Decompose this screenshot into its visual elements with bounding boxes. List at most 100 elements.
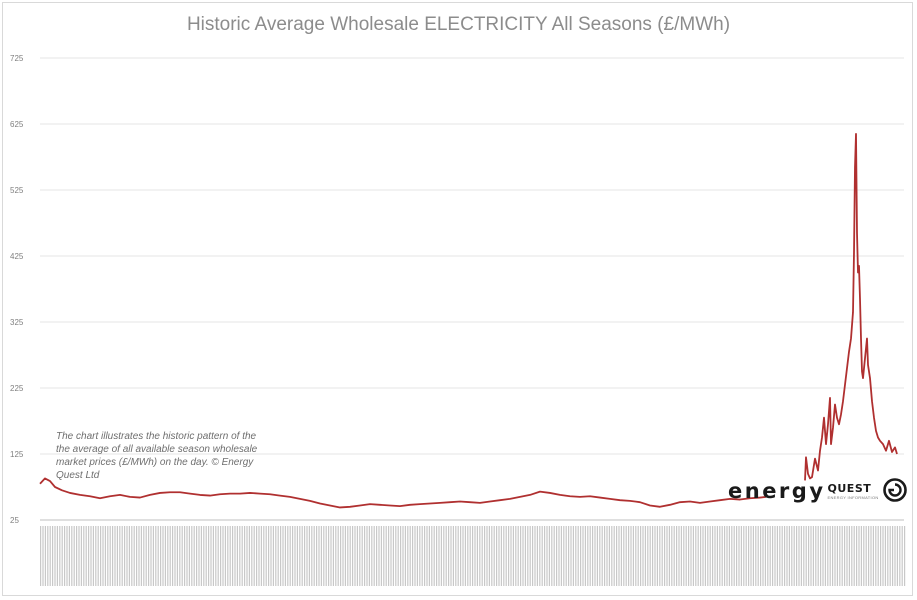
x-tick-label <box>244 526 246 586</box>
x-tick-label <box>904 526 906 586</box>
x-tick-label <box>325 526 327 586</box>
y-tick-label: 125 <box>10 450 24 459</box>
x-tick-label <box>685 526 687 586</box>
x-tick-label <box>162 526 164 586</box>
x-tick-label <box>47 526 49 586</box>
x-tick-label <box>584 526 586 586</box>
x-tick-label <box>863 526 865 586</box>
x-tick-label <box>803 526 805 586</box>
x-tick-label <box>419 526 421 586</box>
x-tick-label <box>450 526 452 586</box>
x-tick-label <box>311 526 313 586</box>
x-tick-label <box>203 526 205 586</box>
x-tick-label <box>138 526 140 586</box>
x-tick-label <box>148 526 150 586</box>
x-tick-label <box>176 526 178 586</box>
x-tick-label <box>608 526 610 586</box>
x-tick-label <box>529 526 531 586</box>
x-tick-label <box>40 526 42 586</box>
x-tick-label <box>596 526 598 586</box>
x-tick-label <box>188 526 190 586</box>
x-tick-label <box>292 526 294 586</box>
x-tick-label <box>306 526 308 586</box>
x-tick-label <box>404 526 406 586</box>
x-tick-label <box>750 526 752 586</box>
x-tick-label <box>140 526 142 586</box>
x-tick-label <box>884 526 886 586</box>
x-tick-label <box>544 526 546 586</box>
x-tick-label <box>728 526 730 586</box>
x-tick-label <box>416 526 418 586</box>
x-tick-label <box>479 526 481 586</box>
chart-annotation: The chart illustrates the historic patte… <box>56 431 258 481</box>
x-tick-label <box>558 526 560 586</box>
y-tick-label: 225 <box>10 384 24 393</box>
x-tick-label <box>107 526 109 586</box>
x-tick-label <box>899 526 901 586</box>
x-tick-label <box>239 526 241 586</box>
x-tick-label <box>366 526 368 586</box>
x-tick-label <box>395 526 397 586</box>
x-tick-label <box>548 526 550 586</box>
x-tick-label <box>335 526 337 586</box>
x-tick-label <box>520 526 522 586</box>
x-tick-label <box>385 526 387 586</box>
x-tick-label <box>539 526 541 586</box>
x-tick-label <box>880 526 882 586</box>
x-tick-label <box>272 526 274 586</box>
x-tick-label <box>594 526 596 586</box>
x-tick-label <box>61 526 63 586</box>
x-tick-label <box>78 526 80 586</box>
x-tick-label <box>349 526 351 586</box>
x-tick-label <box>575 526 577 586</box>
x-tick-label <box>889 526 891 586</box>
x-tick-label <box>330 526 332 586</box>
x-tick-label <box>860 526 862 586</box>
spiral-icon <box>882 478 907 502</box>
x-tick-label <box>275 526 277 586</box>
x-tick-label <box>527 526 529 586</box>
x-tick-label <box>848 526 850 586</box>
x-tick-label <box>618 526 620 586</box>
x-tick-label <box>150 526 152 586</box>
x-tick-label <box>73 526 75 586</box>
logo-quest-group: QUEST ENERGY INFORMATION <box>828 482 879 500</box>
x-tick-label <box>462 526 464 586</box>
x-tick-label <box>440 526 442 586</box>
x-tick-label <box>865 526 867 586</box>
x-tick-label <box>340 526 342 586</box>
x-tick-label <box>565 526 567 586</box>
x-tick-label <box>301 526 303 586</box>
x-tick-label <box>95 526 97 586</box>
x-tick-label <box>800 526 802 586</box>
x-tick-label <box>858 526 860 586</box>
x-tick-label <box>829 526 831 586</box>
x-tick-label <box>827 526 829 586</box>
x-tick-label <box>282 526 284 586</box>
x-tick-label <box>457 526 459 586</box>
x-tick-label <box>834 526 836 586</box>
x-tick-label <box>764 526 766 586</box>
x-tick-label <box>304 526 306 586</box>
series-line-1 <box>39 477 767 509</box>
x-tick-label <box>654 526 656 586</box>
x-tick-label <box>676 526 678 586</box>
x-tick-label <box>388 526 390 586</box>
x-tick-label <box>328 526 330 586</box>
x-tick-label <box>289 526 291 586</box>
x-tick-label <box>368 526 370 586</box>
x-tick-label <box>263 526 265 586</box>
x-tick-label <box>491 526 493 586</box>
x-tick-label <box>83 526 85 586</box>
x-tick-label <box>299 526 301 586</box>
x-tick-label <box>232 526 234 586</box>
logo-text-quest: QUEST <box>827 482 872 495</box>
x-tick-label <box>841 526 843 586</box>
x-tick-label <box>100 526 102 586</box>
x-tick-label <box>628 526 630 586</box>
x-tick-label <box>776 526 778 586</box>
x-tick-label <box>752 526 754 586</box>
x-tick-label <box>697 526 699 586</box>
x-tick-label <box>606 526 608 586</box>
x-tick-label <box>683 526 685 586</box>
